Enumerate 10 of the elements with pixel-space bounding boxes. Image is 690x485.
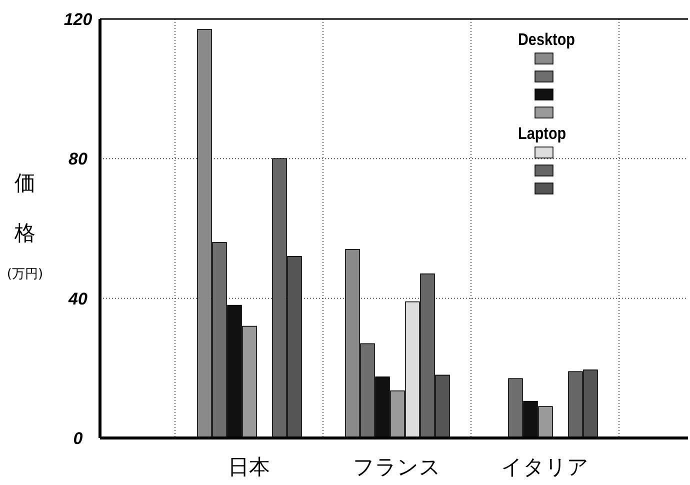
y-tick-label: 80 [68, 150, 88, 169]
annotation: Laptop [518, 124, 566, 144]
text: 価格(万円) [6, 171, 44, 282]
y-tick-label: 120 [64, 10, 93, 29]
y-tick-label: 0 [73, 429, 84, 448]
x-tick-label: 日本 [228, 455, 270, 479]
y-tick-label: 40 [68, 289, 88, 308]
x-tick-label: フランス [353, 455, 441, 479]
x-tick-label: イタリア [501, 455, 589, 479]
annotation: Desktop [518, 30, 575, 50]
